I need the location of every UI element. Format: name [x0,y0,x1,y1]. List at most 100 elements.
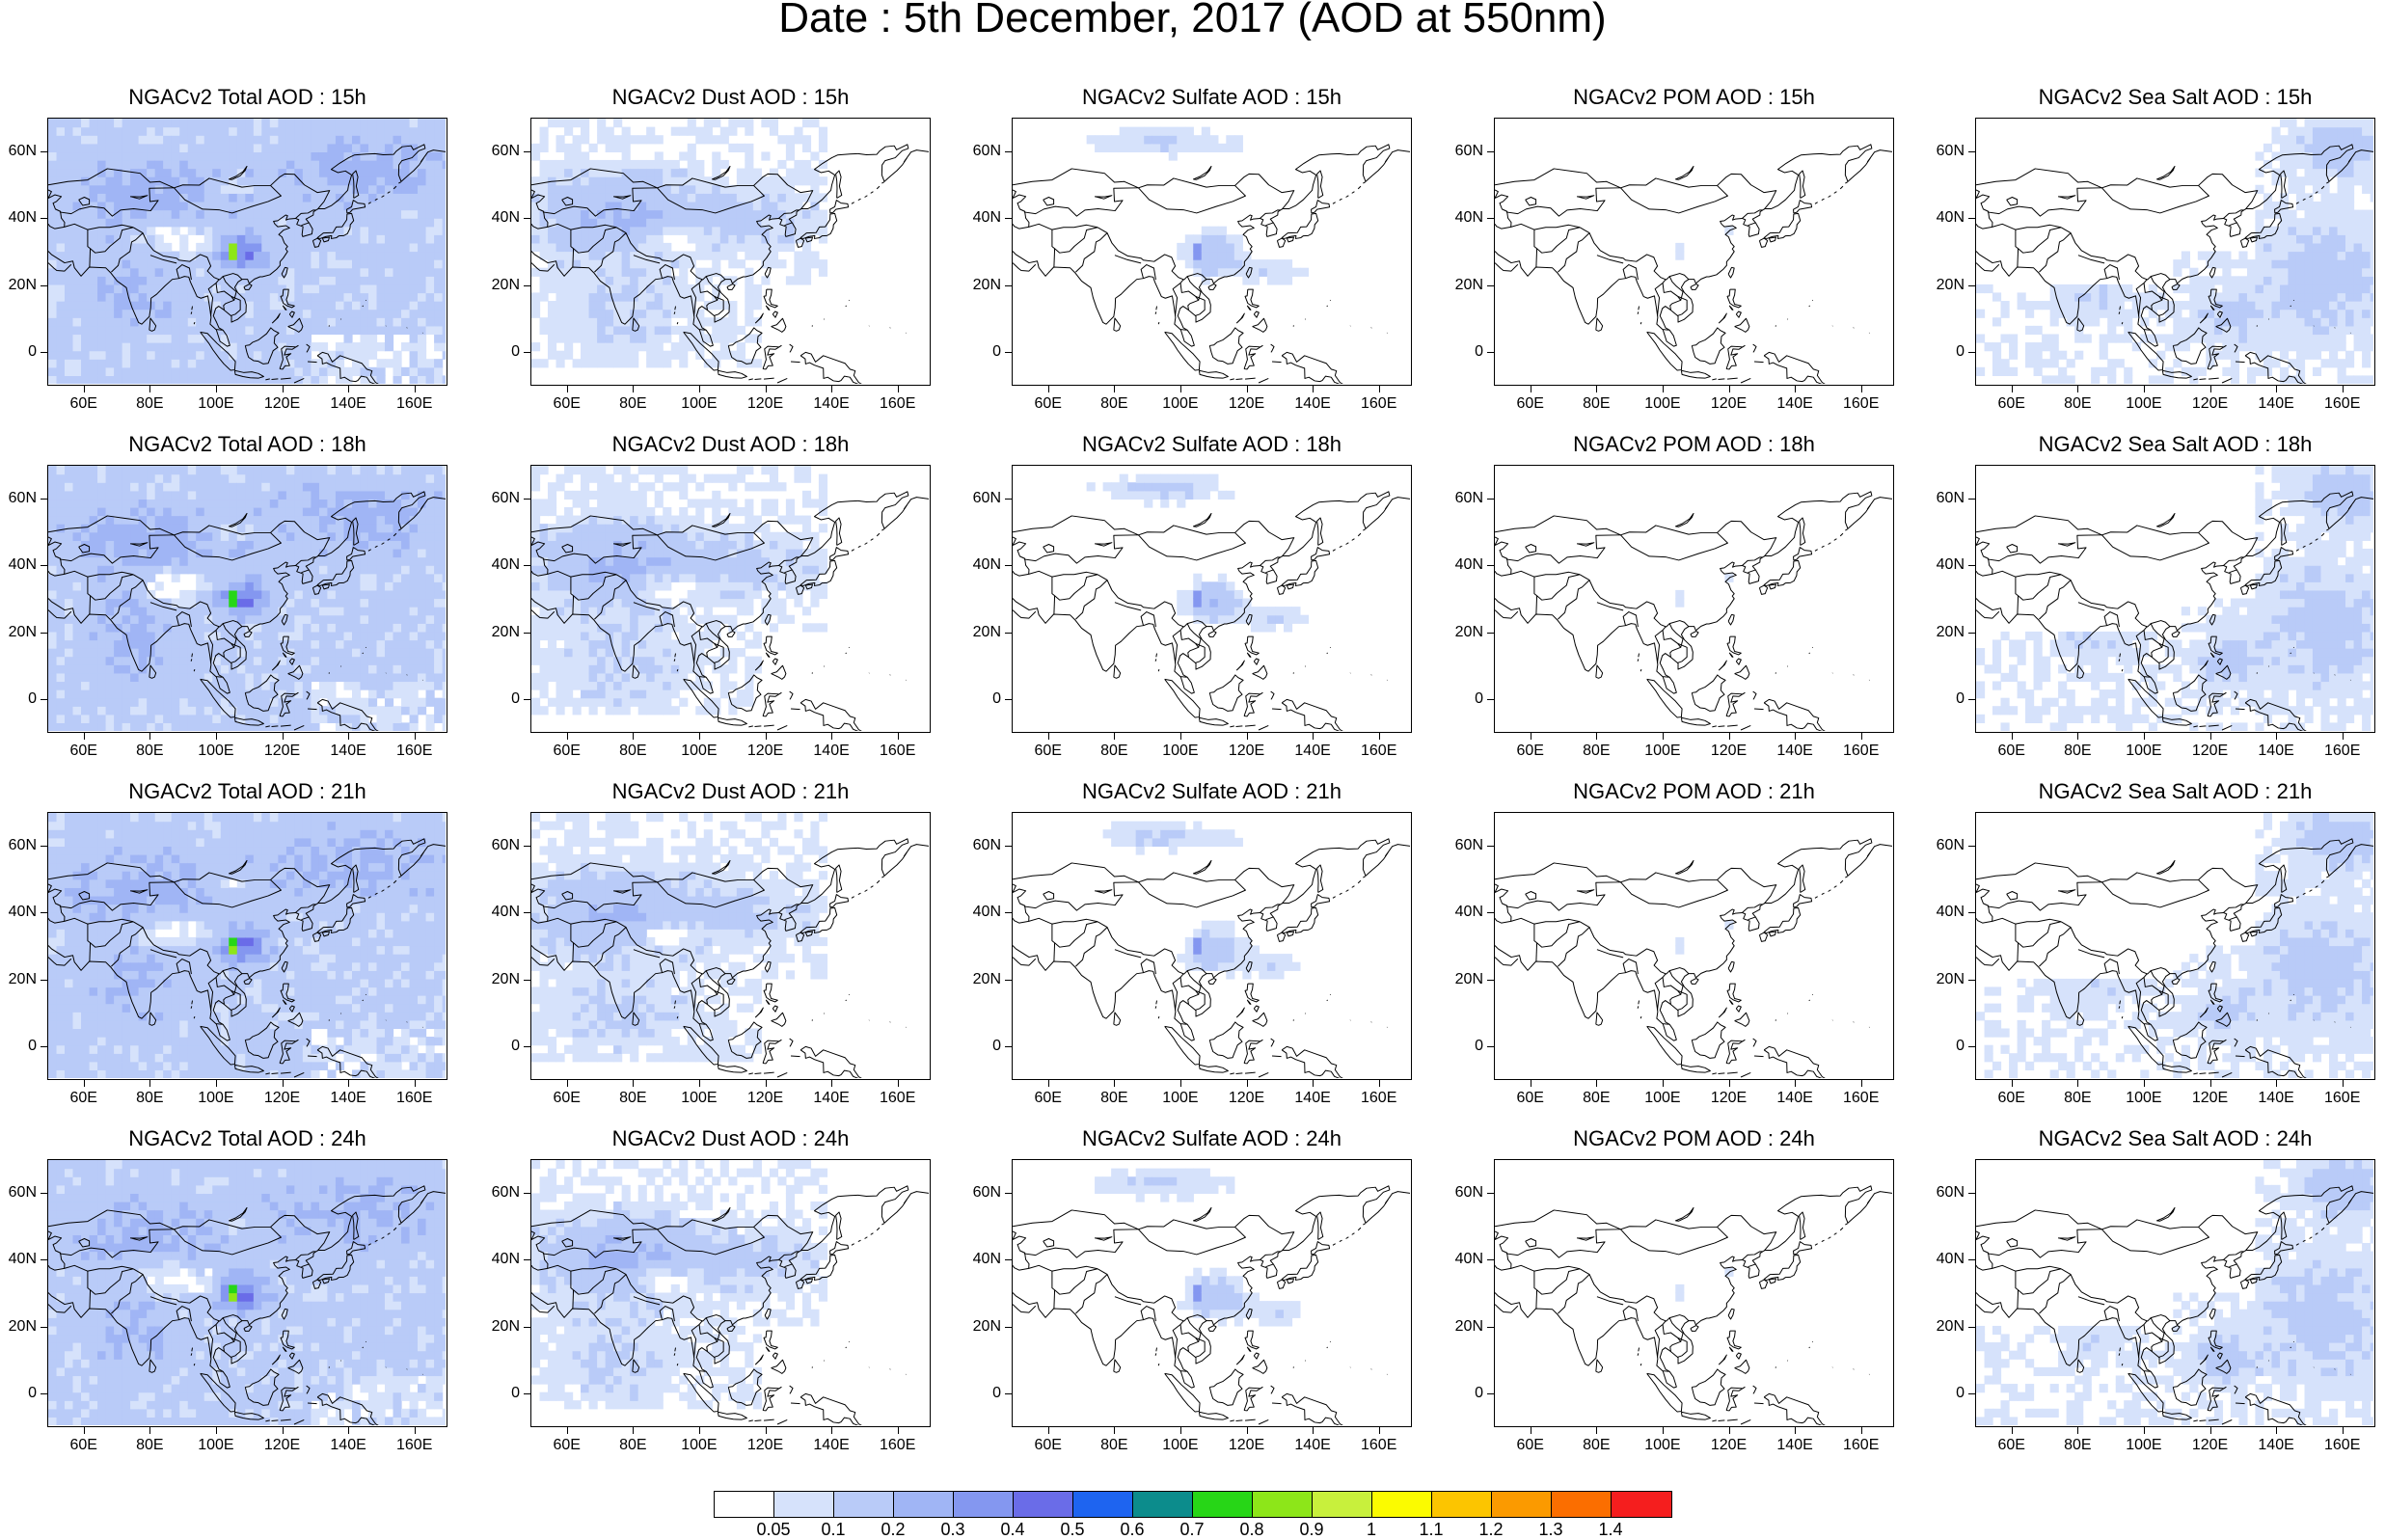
map-plot-area [1012,812,1412,1080]
y-tick-mark [1005,285,1012,286]
y-tick-mark [1487,565,1494,566]
x-tick-label: 100E [1156,1437,1205,1454]
y-tick-label: 60N [1445,144,1483,159]
x-tick-label: 80E [1090,1090,1138,1107]
map-plot-area [1012,465,1412,733]
map-svg [531,119,929,384]
y-tick-mark [41,218,47,219]
y-tick-label: 60N [962,491,1001,506]
y-tick-mark [1968,1193,1975,1194]
y-tick-mark [1968,352,1975,353]
y-tick-label: 20N [962,278,1001,293]
x-tick-mark [348,733,349,740]
y-tick-mark [1487,1393,1494,1394]
y-tick-mark [1005,633,1012,634]
x-tick-label: 120E [742,743,790,760]
aod-shading [1675,227,1733,260]
x-tick-mark [1729,1080,1730,1087]
y-tick-label: 0 [481,1386,520,1401]
y-tick-mark [1487,1193,1494,1194]
y-tick-mark [1487,1327,1494,1328]
y-tick-mark [1968,633,1975,634]
colorbar-label: 1.3 [1527,1520,1575,1540]
x-tick-label: 140E [1288,395,1337,413]
x-tick-mark [2077,386,2078,392]
map-plot-area [47,465,447,733]
colorbar-label: 1 [1347,1520,1396,1540]
x-tick-label: 120E [258,1090,307,1107]
x-tick-mark [1313,1427,1314,1434]
y-tick-mark [41,633,47,634]
x-tick-mark [831,733,832,740]
y-tick-mark [1487,699,1494,700]
y-tick-label: 20N [1926,972,1965,987]
x-tick-mark [84,733,85,740]
x-tick-label: 80E [125,743,174,760]
aod-shading [1675,921,1733,955]
x-tick-label: 100E [675,395,723,413]
y-tick-label: 0 [1926,1039,1965,1054]
x-tick-mark [1180,1080,1181,1087]
x-tick-label: 60E [543,1437,591,1454]
y-tick-mark [1487,352,1494,353]
x-tick-label: 80E [609,395,657,413]
x-tick-mark [699,1427,700,1434]
y-tick-label: 60N [0,144,37,159]
y-tick-label: 60N [962,838,1001,853]
x-tick-mark [766,1080,767,1087]
panel-title: NGACv2 Sulfate AOD : 18h [1012,432,1412,457]
x-tick-mark [1247,386,1248,392]
x-tick-mark [1596,1427,1597,1434]
x-tick-label: 100E [1156,1090,1205,1107]
x-tick-mark [415,386,416,392]
x-tick-mark [348,1427,349,1434]
x-tick-label: 100E [1639,1090,1687,1107]
colorbar-box [1193,1492,1253,1517]
x-tick-mark [831,1427,832,1434]
x-tick-mark [1861,1080,1862,1087]
x-tick-label: 160E [874,1437,922,1454]
colorbar-box [1372,1492,1432,1517]
colorbar-box [834,1492,894,1517]
x-tick-label: 120E [1705,395,1753,413]
colorbar-label: 0.8 [1228,1520,1276,1540]
y-tick-label: 40N [1926,557,1965,573]
y-tick-label: 20N [0,1319,37,1335]
x-tick-mark [2276,1427,2277,1434]
x-tick-label: 140E [1771,1437,1819,1454]
x-tick-label: 140E [324,743,372,760]
x-tick-mark [699,386,700,392]
x-tick-label: 60E [543,395,591,413]
x-tick-mark [415,733,416,740]
x-tick-label: 80E [125,1090,174,1107]
x-tick-label: 60E [1506,743,1555,760]
x-tick-mark [2343,1427,2344,1434]
colorbar-label: 0.6 [1108,1520,1156,1540]
y-tick-label: 0 [0,344,37,360]
colorbar-box [1073,1492,1133,1517]
x-tick-label: 100E [675,1437,723,1454]
y-tick-label: 40N [481,557,520,573]
y-tick-mark [1968,565,1975,566]
y-tick-mark [41,1046,47,1047]
y-tick-mark [1487,912,1494,913]
map-svg [531,466,929,731]
x-tick-mark [216,1427,217,1434]
y-tick-mark [1487,285,1494,286]
panel-title: NGACv2 Dust AOD : 15h [530,85,931,110]
x-tick-mark [216,733,217,740]
x-tick-label: 60E [1024,1090,1072,1107]
x-tick-mark [766,733,767,740]
x-tick-mark [1048,1427,1049,1434]
x-tick-mark [415,1080,416,1087]
map-plot-area [47,812,447,1080]
y-tick-label: 20N [481,278,520,293]
y-tick-mark [1005,1393,1012,1394]
y-tick-mark [1005,565,1012,566]
y-tick-label: 20N [962,1319,1001,1335]
x-tick-mark [1729,733,1730,740]
y-tick-mark [524,1259,530,1260]
x-tick-label: 140E [324,1090,372,1107]
